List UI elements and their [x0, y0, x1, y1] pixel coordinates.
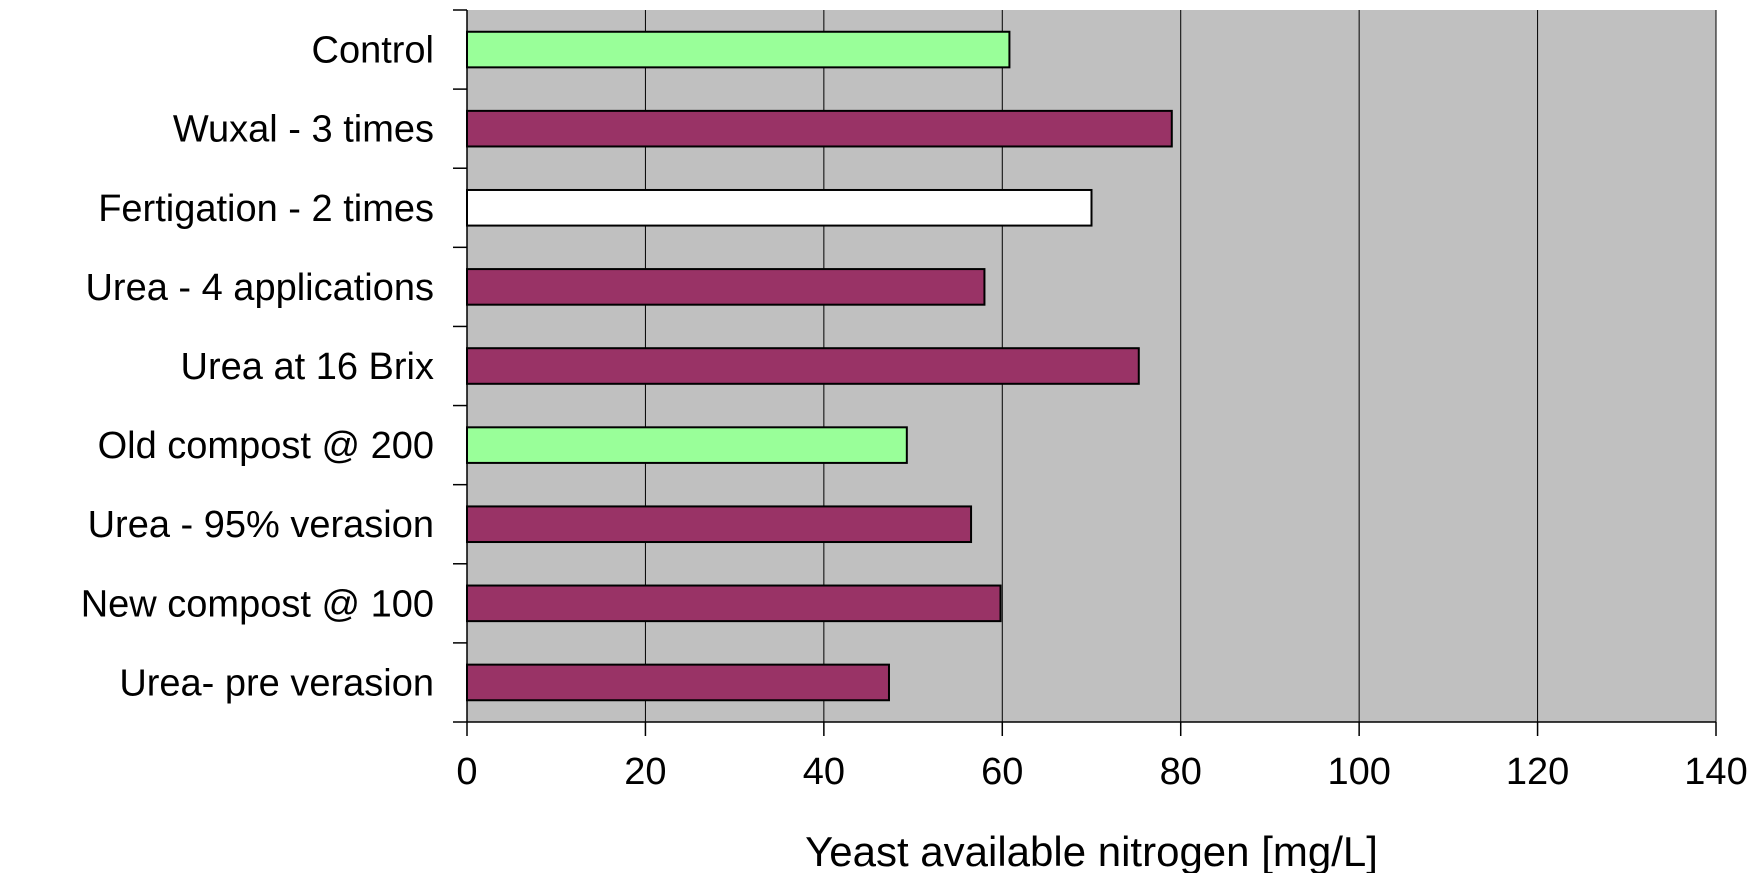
- category-label: Urea- pre verasion: [119, 662, 434, 704]
- x-tick-label: 0: [456, 751, 477, 793]
- category-labels: Control Wuxal - 3 times Fertigation - 2 ti…: [81, 30, 434, 705]
- x-tick-label: 100: [1327, 751, 1390, 793]
- bars: [466, 30, 1173, 702]
- category-label: Fertigation - 2 times: [98, 188, 434, 230]
- category-label: New compost @ 100: [81, 583, 434, 625]
- bar: [466, 188, 1093, 227]
- bar: [466, 347, 1140, 385]
- x-tick-label: 40: [803, 751, 845, 793]
- category-label: Wuxal - 3 times: [173, 109, 434, 151]
- axes: [453, 9, 1717, 736]
- category-label: Urea at 16 Brix: [181, 346, 434, 388]
- bar: [466, 663, 890, 702]
- x-tick-label: 60: [981, 751, 1023, 793]
- bar: [466, 505, 973, 544]
- x-tick-label: 80: [1160, 751, 1202, 793]
- category-label: Control: [312, 30, 435, 72]
- x-tick-label: 20: [624, 751, 666, 793]
- category-label: Urea - 95% verasion: [88, 504, 434, 546]
- bar: [466, 426, 908, 464]
- bar: [466, 30, 1011, 69]
- x-tick-label: 140: [1684, 751, 1747, 793]
- category-label: Old compost @ 200: [98, 425, 434, 467]
- x-tick-labels: 0 20 40 60 80 100 120 140: [456, 751, 1747, 793]
- bar: [466, 584, 1002, 623]
- bar: [466, 109, 1173, 148]
- bar: [466, 268, 986, 306]
- x-tick-label: 120: [1506, 751, 1569, 793]
- category-label: Urea - 4 applications: [85, 267, 434, 309]
- x-axis-title: Yeast available nitrogen [mg/L]: [805, 828, 1378, 873]
